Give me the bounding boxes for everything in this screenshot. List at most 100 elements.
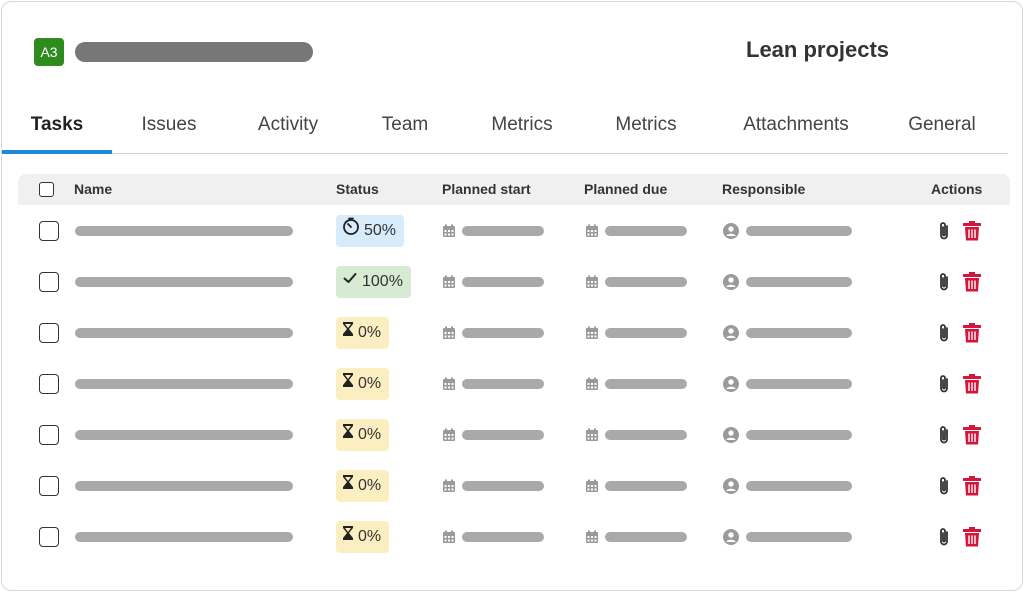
select-all-checkbox[interactable] bbox=[39, 182, 54, 197]
calendar-icon bbox=[442, 479, 456, 493]
trash-icon[interactable] bbox=[962, 322, 982, 344]
paperclip-icon[interactable] bbox=[935, 220, 953, 242]
tab-general[interactable]: General bbox=[908, 114, 976, 135]
responsible-placeholder bbox=[746, 379, 852, 389]
calendar-icon bbox=[442, 428, 456, 442]
table-row[interactable]: 0% bbox=[18, 368, 1010, 419]
user-icon bbox=[723, 427, 739, 443]
page-title: Lean projects bbox=[746, 37, 890, 62]
hourglass-icon bbox=[342, 470, 354, 502]
column-actions: Actions bbox=[931, 181, 983, 197]
calendar-icon bbox=[442, 326, 456, 340]
paperclip-icon[interactable] bbox=[935, 424, 953, 446]
status-badge: 0% bbox=[336, 368, 390, 400]
table-row[interactable]: 0% bbox=[18, 521, 1010, 572]
tab-issues[interactable]: Issues bbox=[141, 114, 197, 135]
project-header: A3 Lean projects bbox=[34, 37, 994, 66]
paperclip-icon[interactable] bbox=[935, 271, 953, 293]
planned-due-placeholder bbox=[605, 226, 687, 236]
task-name-placeholder[interactable] bbox=[75, 430, 293, 440]
planned-start-placeholder bbox=[462, 277, 544, 287]
planned-due-placeholder bbox=[605, 481, 687, 491]
task-name-placeholder[interactable] bbox=[75, 328, 293, 338]
status-value: 0% bbox=[358, 324, 382, 342]
status-badge: 100% bbox=[336, 266, 411, 298]
user-icon bbox=[723, 376, 739, 392]
status-badge: 50% bbox=[336, 215, 405, 247]
task-name-placeholder[interactable] bbox=[75, 277, 293, 287]
responsible-placeholder bbox=[746, 430, 852, 440]
planned-start-placeholder bbox=[462, 328, 544, 338]
check-icon bbox=[342, 266, 358, 298]
column-responsible[interactable]: Responsible bbox=[722, 181, 806, 197]
row-checkbox[interactable] bbox=[39, 272, 59, 292]
timer-icon bbox=[342, 215, 360, 247]
trash-icon[interactable] bbox=[962, 526, 982, 548]
column-planned-start[interactable]: Planned start bbox=[442, 181, 531, 197]
row-checkbox[interactable] bbox=[39, 476, 59, 496]
tab-activity[interactable]: Activity bbox=[257, 114, 319, 135]
user-icon bbox=[723, 223, 739, 239]
planned-start-placeholder bbox=[462, 481, 544, 491]
calendar-icon bbox=[585, 224, 599, 238]
user-icon bbox=[723, 529, 739, 545]
paperclip-icon[interactable] bbox=[935, 322, 953, 344]
calendar-icon bbox=[585, 275, 599, 289]
column-name[interactable]: Name bbox=[74, 181, 113, 197]
calendar-icon bbox=[585, 326, 599, 340]
task-name-placeholder[interactable] bbox=[75, 379, 293, 389]
task-name-placeholder[interactable] bbox=[75, 226, 293, 236]
hourglass-icon bbox=[342, 419, 354, 451]
status-value: 50% bbox=[364, 222, 397, 240]
tab-attachments[interactable]: Attachments bbox=[743, 114, 849, 135]
responsible-placeholder bbox=[746, 226, 852, 236]
trash-icon[interactable] bbox=[962, 373, 982, 395]
planned-due-placeholder bbox=[605, 328, 687, 338]
user-icon bbox=[723, 325, 739, 341]
row-checkbox[interactable] bbox=[39, 323, 59, 343]
calendar-icon bbox=[442, 224, 456, 238]
paperclip-icon[interactable] bbox=[935, 373, 953, 395]
trash-icon[interactable] bbox=[962, 424, 982, 446]
calendar-icon bbox=[585, 530, 599, 544]
table-row[interactable]: 0% bbox=[18, 470, 1010, 521]
responsible-placeholder bbox=[746, 277, 852, 287]
column-status[interactable]: Status bbox=[336, 181, 379, 197]
planned-start-placeholder bbox=[462, 430, 544, 440]
paperclip-icon[interactable] bbox=[935, 475, 953, 497]
hourglass-icon bbox=[342, 521, 354, 553]
table-row[interactable]: 50% bbox=[18, 215, 1010, 266]
tab-bar: Tasks Issues Activity Team Metrics Metri… bbox=[2, 104, 1008, 154]
table-row[interactable]: 0% bbox=[18, 317, 1010, 368]
planned-start-placeholder bbox=[462, 379, 544, 389]
trash-icon[interactable] bbox=[962, 220, 982, 242]
row-checkbox[interactable] bbox=[39, 374, 59, 394]
hourglass-icon bbox=[342, 368, 354, 400]
tab-metrics[interactable]: Metrics bbox=[491, 114, 553, 135]
planned-due-placeholder bbox=[605, 532, 687, 542]
status-value: 0% bbox=[358, 426, 382, 444]
status-value: 0% bbox=[358, 528, 382, 546]
row-checkbox[interactable] bbox=[39, 527, 59, 547]
task-name-placeholder[interactable] bbox=[75, 532, 293, 542]
tab-team[interactable]: Team bbox=[381, 114, 429, 135]
table-row[interactable]: 0% bbox=[18, 419, 1010, 470]
row-checkbox[interactable] bbox=[39, 221, 59, 241]
tab-metrics-2[interactable]: Metrics bbox=[615, 114, 677, 135]
planned-due-placeholder bbox=[605, 379, 687, 389]
project-name-placeholder bbox=[75, 42, 313, 62]
calendar-icon bbox=[442, 377, 456, 391]
table-row[interactable]: 100% bbox=[18, 266, 1010, 317]
hourglass-icon bbox=[342, 317, 354, 349]
trash-icon[interactable] bbox=[962, 271, 982, 293]
row-checkbox[interactable] bbox=[39, 425, 59, 445]
status-badge: 0% bbox=[336, 521, 390, 553]
tab-tasks[interactable]: Tasks bbox=[2, 104, 112, 154]
paperclip-icon[interactable] bbox=[935, 526, 953, 548]
column-planned-due[interactable]: Planned due bbox=[584, 181, 668, 197]
status-value: 0% bbox=[358, 375, 382, 393]
trash-icon[interactable] bbox=[962, 475, 982, 497]
task-name-placeholder[interactable] bbox=[75, 481, 293, 491]
table-header: Name Status Planned start Planned due Re… bbox=[18, 174, 1010, 205]
